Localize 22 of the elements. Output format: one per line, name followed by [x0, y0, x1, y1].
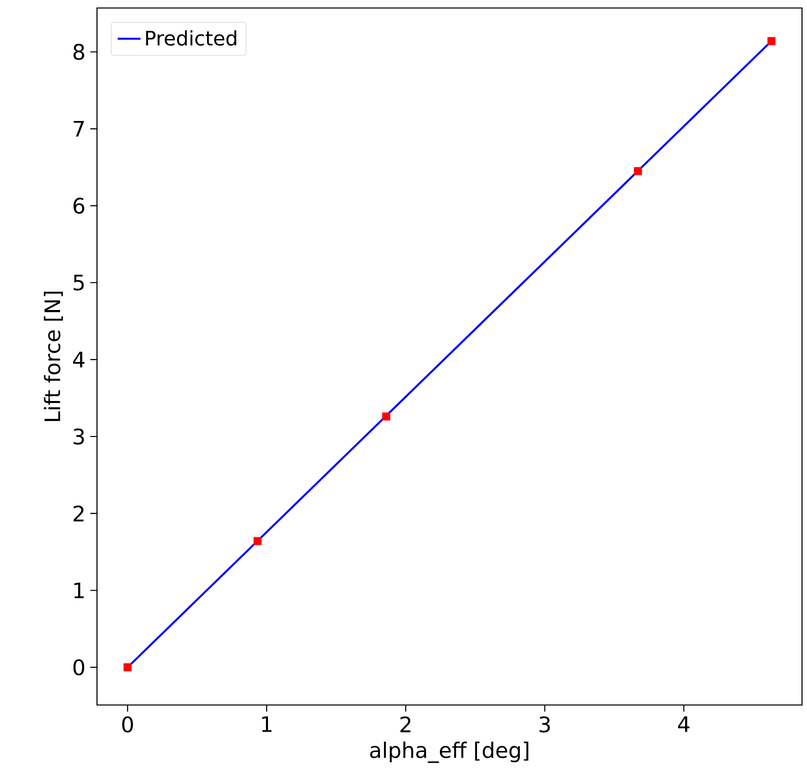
point: [124, 663, 132, 672]
point: [254, 537, 262, 546]
y-tick-label: 7: [74, 121, 84, 137]
y-axis-title: Lift force [N]: [44, 292, 63, 422]
y-tick-label: 0: [73, 659, 84, 676]
point: [634, 167, 642, 176]
x-tick-label: 2: [400, 716, 410, 732]
y-tick-label: 3: [74, 428, 84, 445]
y-tick-label: 5: [74, 274, 84, 291]
y-tick-label: 1: [74, 582, 84, 598]
x-tick-label: 4: [678, 716, 690, 732]
x-tick-label: 1: [262, 716, 272, 732]
y-tick-label: 4: [73, 352, 84, 368]
y-tick-label: 2: [74, 506, 84, 522]
y-tick-label: 6: [74, 198, 84, 214]
x-tick-label: 0: [122, 716, 133, 733]
y-tick-label: 8: [73, 44, 84, 60]
point: [382, 412, 390, 421]
x-tick-label: 3: [540, 716, 550, 733]
point: [767, 37, 776, 46]
legend-label: Predicted: [146, 30, 236, 46]
x-axis-title: alpha_eff [deg]: [370, 742, 528, 763]
